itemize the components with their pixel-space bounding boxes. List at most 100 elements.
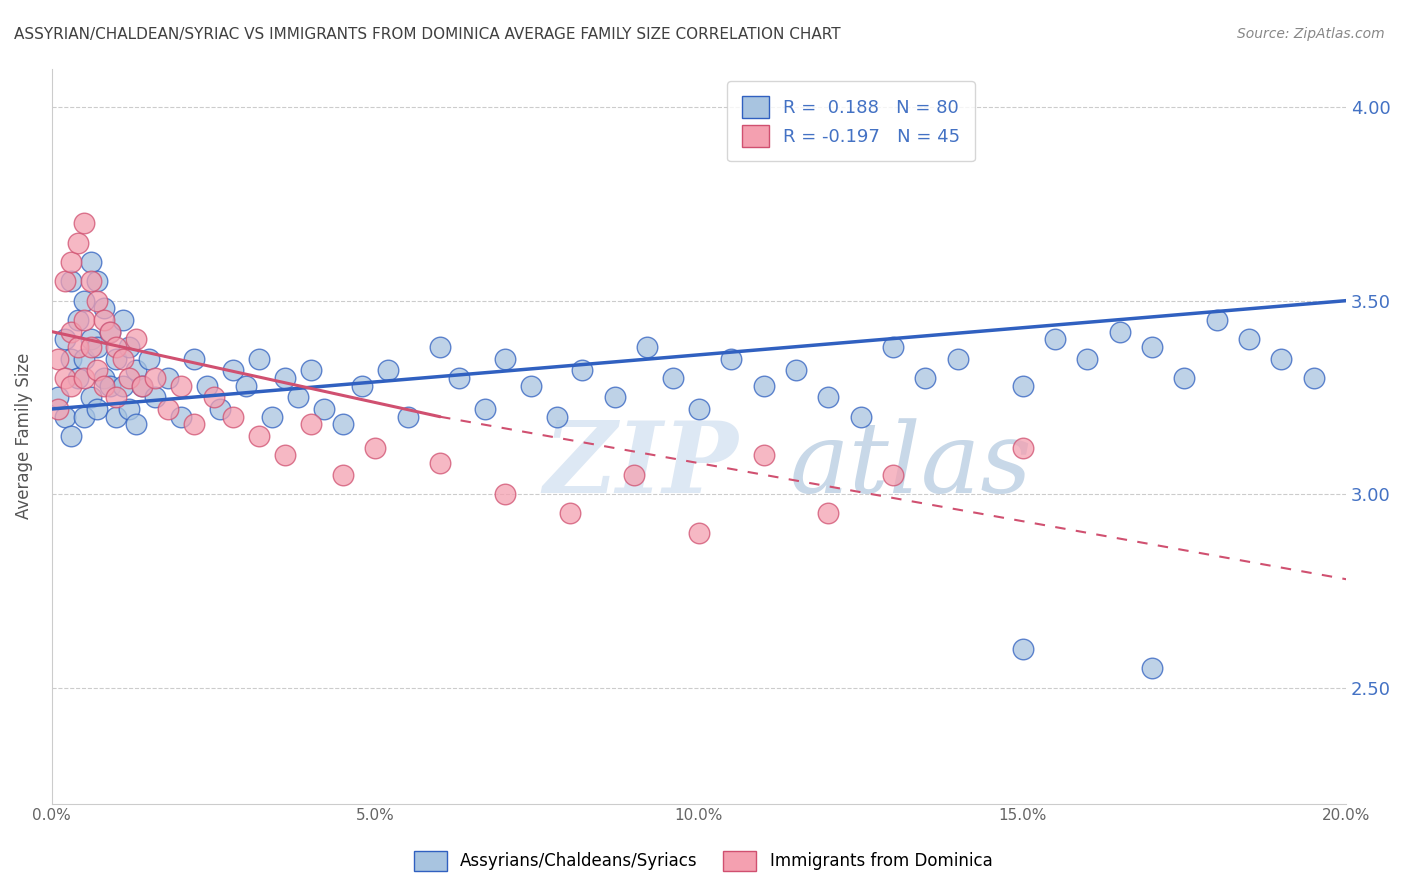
Point (720, 351, 742, 366)
Point (138, 351, 160, 366)
Point (299, 363, 322, 377)
Legend: Assyrians/Chaldeans/Syriacs, Immigrants from Dominica: Assyrians/Chaldeans/Syriacs, Immigrants … (405, 842, 1001, 880)
Point (118, 340, 141, 354)
Point (66, 340, 89, 354)
Point (1140, 661, 1163, 675)
Y-axis label: Average Family Size: Average Family Size (15, 353, 32, 519)
Point (73, 409, 96, 424)
Point (53, 274, 76, 288)
Point (105, 340, 128, 354)
Point (332, 417, 354, 432)
Point (46, 402, 69, 417)
Point (558, 507, 581, 521)
Point (66, 313, 89, 327)
Point (98, 325, 121, 339)
Point (474, 402, 496, 417)
Point (519, 378, 541, 392)
Point (86, 274, 108, 288)
Point (79, 274, 101, 288)
Point (157, 402, 180, 417)
Point (86, 402, 108, 417)
Point (60, 378, 83, 392)
Point (111, 351, 134, 366)
Point (946, 351, 969, 366)
Point (1140, 340, 1163, 354)
Point (131, 378, 153, 392)
Point (688, 525, 710, 540)
Point (377, 363, 399, 377)
Point (882, 340, 904, 354)
Point (53, 409, 76, 424)
Point (79, 332, 101, 346)
Point (118, 402, 141, 417)
Point (202, 390, 225, 404)
Point (183, 417, 205, 432)
Point (60, 325, 83, 339)
Point (66, 371, 89, 385)
Point (247, 351, 270, 366)
Point (60, 274, 83, 288)
Point (364, 441, 387, 455)
Point (429, 456, 451, 470)
Point (1302, 371, 1324, 385)
Point (79, 340, 101, 354)
Point (118, 371, 141, 385)
Point (274, 371, 297, 385)
Point (46, 351, 69, 366)
Point (494, 351, 516, 366)
Point (546, 409, 568, 424)
Point (131, 378, 153, 392)
Point (111, 313, 134, 327)
Point (494, 487, 516, 501)
Point (1011, 378, 1033, 392)
Point (105, 390, 128, 404)
Point (125, 417, 148, 432)
Point (93, 301, 115, 316)
Point (299, 417, 322, 432)
Point (429, 340, 451, 354)
Point (235, 378, 257, 392)
Point (93, 378, 115, 392)
Legend: R =  0.188   N = 80, R = -0.197   N = 45: R = 0.188 N = 80, R = -0.197 N = 45 (727, 81, 974, 161)
Point (260, 409, 283, 424)
Point (86, 363, 108, 377)
Point (1011, 641, 1033, 656)
Point (817, 390, 839, 404)
Point (449, 371, 471, 385)
Text: Source: ZipAtlas.com: Source: ZipAtlas.com (1237, 27, 1385, 41)
Point (111, 378, 134, 392)
Point (60, 429, 83, 443)
Point (208, 402, 231, 417)
Text: ASSYRIAN/CHALDEAN/SYRIAC VS IMMIGRANTS FROM DOMINICA AVERAGE FAMILY SIZE CORRELA: ASSYRIAN/CHALDEAN/SYRIAC VS IMMIGRANTS F… (14, 27, 841, 42)
Point (222, 363, 245, 377)
Point (53, 371, 76, 385)
Point (1108, 325, 1130, 339)
Point (352, 378, 374, 392)
Point (785, 363, 807, 377)
Point (247, 429, 270, 443)
Point (222, 409, 245, 424)
Point (1237, 332, 1260, 346)
Point (79, 390, 101, 404)
Point (125, 332, 148, 346)
Point (86, 340, 108, 354)
Text: ZIP: ZIP (544, 417, 738, 514)
Point (170, 378, 193, 392)
Point (882, 467, 904, 482)
Point (98, 325, 121, 339)
Point (195, 378, 218, 392)
Point (571, 363, 593, 377)
Point (60, 255, 83, 269)
Point (752, 378, 775, 392)
Point (662, 371, 685, 385)
Point (396, 409, 419, 424)
Point (332, 467, 354, 482)
Point (46, 390, 69, 404)
Point (688, 402, 710, 417)
Point (73, 371, 96, 385)
Point (125, 363, 148, 377)
Point (849, 409, 872, 424)
Point (105, 409, 128, 424)
Point (73, 216, 96, 230)
Point (53, 332, 76, 346)
